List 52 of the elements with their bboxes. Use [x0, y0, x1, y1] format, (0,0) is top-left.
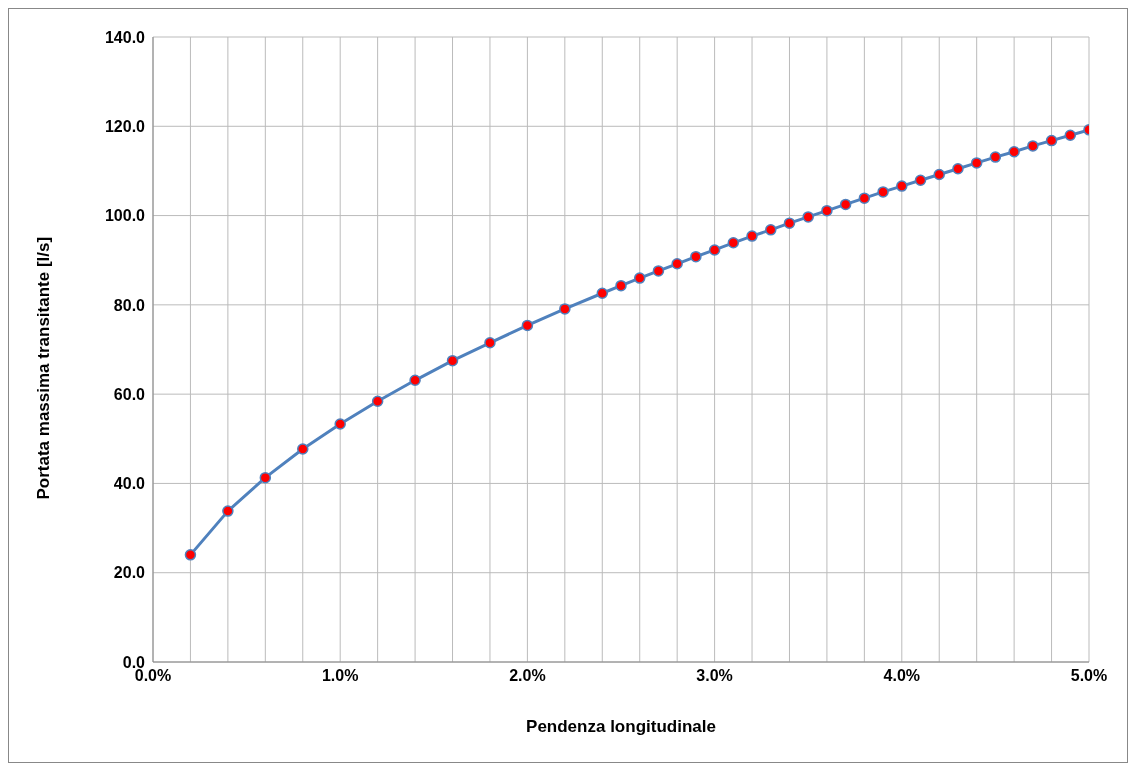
point	[652, 265, 665, 277]
point	[914, 174, 927, 187]
x-tick-label: 1.0%	[321, 667, 359, 685]
point	[334, 418, 346, 430]
point	[409, 374, 421, 387]
point	[521, 319, 534, 332]
point	[184, 549, 197, 561]
x-tick-label: 0.0%	[134, 667, 172, 685]
point	[933, 168, 945, 181]
point	[259, 471, 272, 484]
point	[671, 258, 683, 270]
point	[297, 443, 309, 455]
x-axis-title: Pendenza longitudinale	[526, 717, 716, 736]
x-tick-label: 3.0%	[696, 667, 733, 685]
y-tick-label: 80.0	[113, 296, 146, 314]
point	[446, 354, 459, 367]
point	[1064, 129, 1077, 141]
point	[371, 395, 384, 408]
point	[1045, 134, 1058, 147]
point	[877, 186, 889, 198]
point	[222, 505, 234, 517]
point	[952, 162, 964, 175]
point	[896, 180, 908, 192]
y-tick-label: 40.0	[113, 475, 146, 493]
x-tick-label: 2.0%	[509, 667, 546, 685]
x-tick-label: 5.0%	[1070, 667, 1108, 685]
point	[802, 211, 814, 223]
y-axis-title: Portata massima transitante [l/s]	[34, 236, 54, 500]
point	[765, 224, 777, 236]
y-tick-label: 120.0	[104, 117, 146, 135]
y-tick-label: 100.0	[104, 207, 146, 225]
point	[783, 217, 796, 229]
point	[615, 279, 627, 292]
y-tick-label: 20.0	[113, 564, 146, 582]
point	[484, 337, 496, 349]
point	[596, 287, 609, 299]
y-tick-label: 60.0	[113, 385, 146, 403]
y-tick-label: 140.0	[104, 28, 146, 46]
point	[970, 157, 983, 169]
point	[1008, 145, 1020, 158]
point	[559, 303, 571, 315]
point	[690, 250, 702, 263]
point	[746, 230, 758, 242]
point	[858, 192, 871, 204]
point	[633, 272, 646, 284]
point	[839, 198, 852, 211]
point	[1027, 140, 1039, 152]
point	[727, 237, 740, 249]
point	[989, 151, 1002, 163]
x-tick-label: 4.0%	[883, 667, 921, 685]
point	[708, 244, 721, 256]
point	[821, 204, 833, 217]
